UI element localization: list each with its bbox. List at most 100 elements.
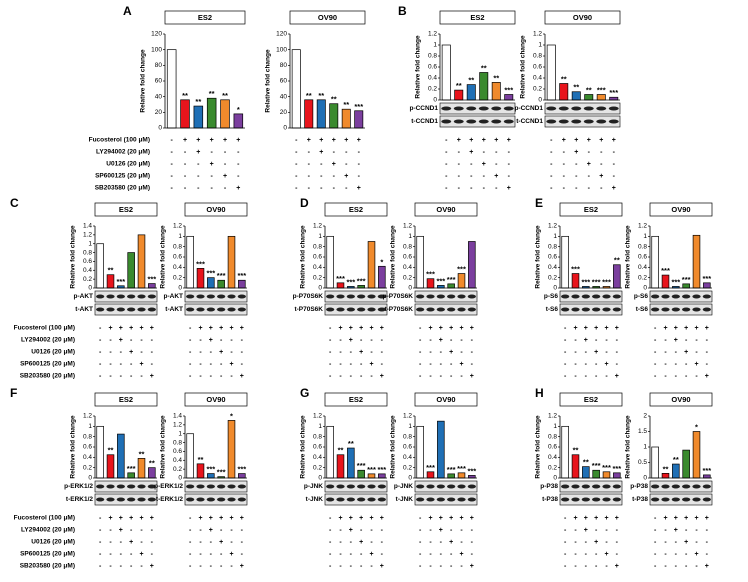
blot-band — [602, 484, 611, 489]
blot-band — [196, 307, 205, 312]
treatment-sign: - — [495, 161, 498, 168]
bar — [416, 425, 424, 479]
significance: *** — [581, 277, 590, 286]
blot-band — [196, 484, 205, 489]
chart-title: ES2 — [470, 13, 484, 22]
blot-band — [147, 307, 156, 312]
y-axis-label: Relative fold change — [535, 225, 542, 289]
treatment-sign: - — [495, 185, 498, 192]
significance: *** — [702, 274, 711, 283]
blot-band — [237, 484, 246, 489]
blot-band — [116, 294, 125, 299]
treatment-sign: + — [349, 515, 353, 522]
treatment-sign: - — [358, 149, 361, 156]
significance: *** — [196, 259, 205, 268]
treatment-sign: + — [584, 337, 588, 344]
bar — [127, 472, 135, 479]
treatment-sign: + — [694, 361, 698, 368]
blot-band — [503, 119, 514, 124]
treatment-sign: - — [471, 539, 474, 546]
bar — [96, 425, 104, 479]
blot — [184, 290, 248, 303]
treatment-sign: - — [616, 361, 619, 368]
blot-label: p-AKT — [74, 293, 94, 300]
treatment-sign: - — [151, 337, 154, 344]
treatment-sign: - — [189, 551, 192, 558]
bar — [692, 431, 701, 479]
blot-band — [186, 484, 195, 489]
treatment-sign: + — [119, 337, 123, 344]
significance: *** — [116, 277, 125, 286]
blot-band — [336, 484, 345, 489]
treatment-sign: + — [612, 185, 616, 192]
treatment-sign: - — [339, 551, 342, 558]
y-tick-label: 0.4 — [548, 264, 557, 271]
treatment-sign: + — [210, 161, 214, 168]
treatment-sign: - — [170, 161, 173, 168]
bar — [207, 473, 215, 479]
y-tick-label: 0.2 — [83, 464, 92, 471]
blot-band — [592, 294, 601, 299]
treatment-sign: + — [449, 539, 453, 546]
treatment-sign: - — [140, 337, 143, 344]
bar — [227, 235, 236, 289]
treatment-sign: + — [209, 527, 213, 534]
treatment-sign: - — [295, 173, 298, 180]
y-tick-label: 0.2 — [173, 274, 182, 281]
treatment-sign: - — [450, 373, 453, 380]
treatment-sign: + — [344, 137, 348, 144]
treatment-sign: + — [594, 325, 598, 332]
y-tick-label: 0.2 — [428, 86, 437, 93]
blot-band — [661, 484, 670, 489]
title-box — [414, 392, 478, 407]
y-tick-label: 0.6 — [173, 448, 182, 455]
panel-letter: H — [535, 386, 544, 400]
treatment-sign: - — [241, 337, 244, 344]
blot-band — [426, 307, 435, 312]
blot-band — [581, 484, 590, 489]
blot — [559, 290, 623, 303]
y-tick-label: 0 — [158, 125, 162, 132]
significance: ** — [182, 91, 188, 100]
treatment-sign: - — [99, 337, 102, 344]
treatment-sign: - — [585, 361, 588, 368]
treatment-sign: - — [295, 161, 298, 168]
y-axis-label: Relative fold change — [70, 225, 77, 289]
treatment-sign: + — [369, 361, 373, 368]
treatment-sign: + — [150, 373, 154, 380]
treatment-sign: + — [209, 515, 213, 522]
chart-title: OV90 — [436, 395, 455, 404]
treatment-sign: - — [429, 551, 432, 558]
blot-label: t-ERK1/2 — [156, 496, 183, 503]
treatment-sign: - — [585, 373, 588, 380]
treatment-sign: - — [345, 185, 348, 192]
title-box — [324, 202, 388, 217]
y-tick-label: 0.4 — [638, 264, 647, 271]
treatment-sign: - — [130, 527, 133, 534]
y-tick-label: 0.8 — [173, 243, 182, 250]
treatment-sign: - — [329, 361, 332, 368]
treatment-sign: + — [236, 185, 240, 192]
treatment-sign: - — [460, 349, 463, 356]
y-tick-label: 0 — [553, 475, 557, 482]
treatment-sign: - — [189, 337, 192, 344]
treatment-sign: - — [241, 361, 244, 368]
treatment-sign: - — [381, 337, 384, 344]
blot — [324, 493, 388, 506]
treatment-sign: - — [664, 551, 667, 558]
blot-band — [561, 307, 570, 312]
treatment-sign: - — [588, 185, 591, 192]
treatment-sign: - — [308, 173, 311, 180]
bar — [682, 283, 690, 289]
treatment-sign: + — [449, 515, 453, 522]
blot-band — [127, 484, 136, 489]
y-axis-label: Relative fold change — [535, 415, 542, 479]
treatment-sign: + — [439, 325, 443, 332]
panel-letter: A — [123, 4, 132, 18]
blot-band — [558, 106, 569, 111]
blot-band — [592, 484, 601, 489]
blot-band — [326, 484, 335, 489]
treatment-sign: + — [229, 325, 233, 332]
treatment-sign: + — [494, 137, 498, 144]
y-tick-label: 0.8 — [403, 243, 412, 250]
